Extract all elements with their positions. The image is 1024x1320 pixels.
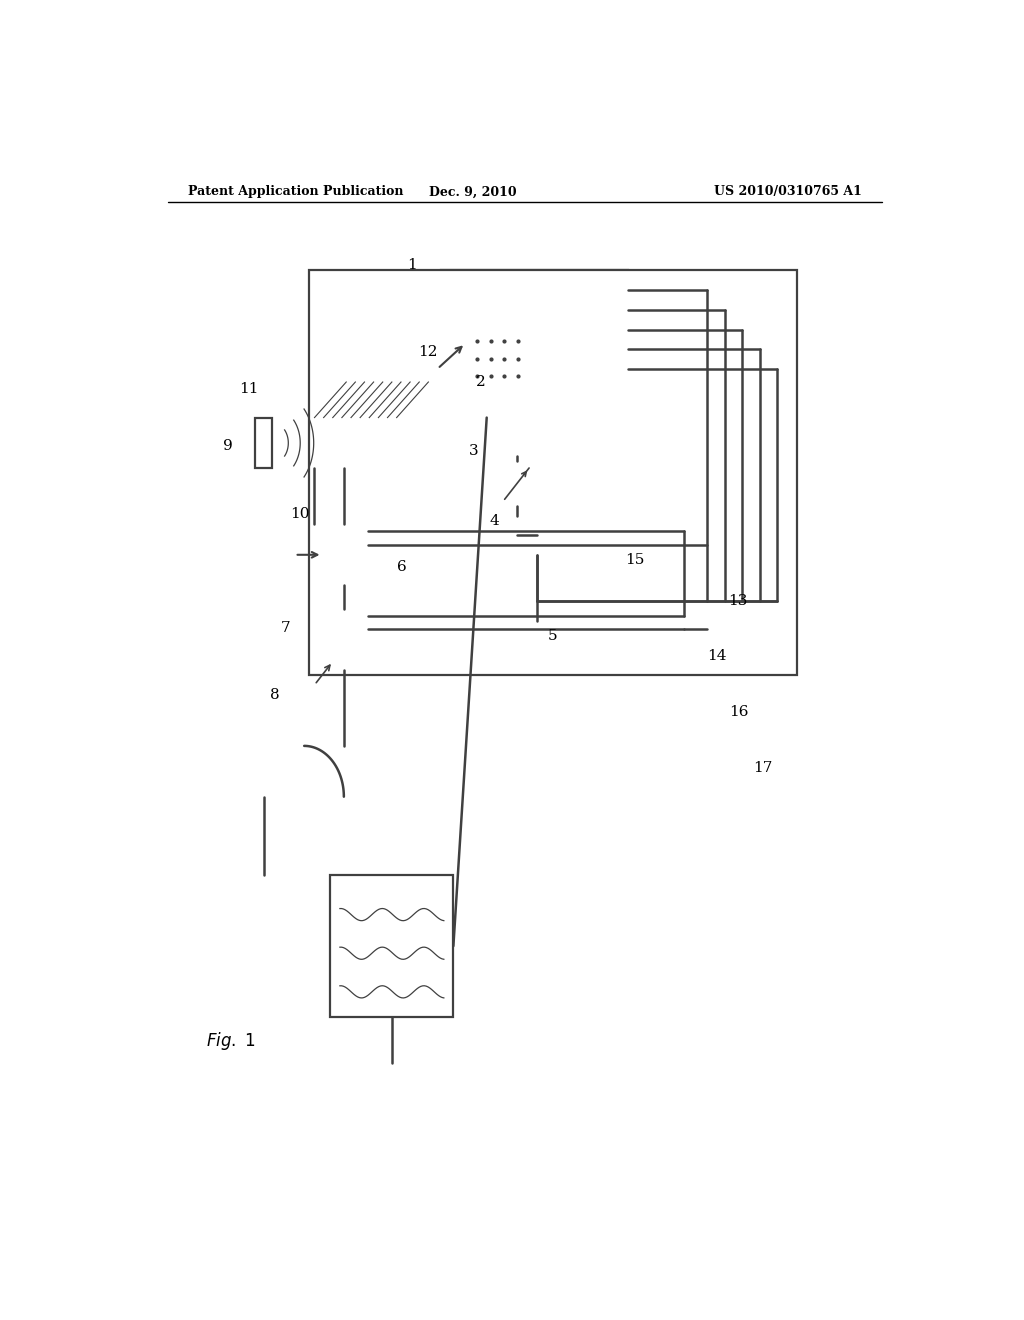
Bar: [474, 312, 531, 325]
Text: Dec. 9, 2010: Dec. 9, 2010: [429, 185, 517, 198]
Text: 12: 12: [418, 345, 437, 359]
Bar: [441, 271, 628, 403]
Text: 8: 8: [270, 688, 280, 702]
Text: 11: 11: [239, 381, 258, 396]
Bar: [321, 609, 368, 669]
Polygon shape: [499, 392, 538, 442]
Bar: [331, 875, 454, 1018]
Text: 2: 2: [475, 375, 485, 389]
Polygon shape: [327, 609, 361, 639]
Text: 15: 15: [625, 553, 644, 566]
Circle shape: [486, 379, 547, 457]
Circle shape: [500, 461, 535, 506]
Polygon shape: [327, 554, 361, 585]
Text: $\it{Fig.}$ $\it{1}$: $\it{Fig.}$ $\it{1}$: [206, 1030, 255, 1052]
Bar: [321, 524, 368, 585]
Text: 16: 16: [729, 705, 749, 719]
Text: 4: 4: [489, 515, 500, 528]
Text: 14: 14: [708, 649, 727, 664]
Text: 3: 3: [468, 444, 478, 458]
Text: 10: 10: [290, 507, 309, 521]
Text: 7: 7: [281, 620, 290, 635]
Bar: [309, 271, 797, 675]
Bar: [513, 516, 560, 554]
Text: 13: 13: [728, 594, 748, 607]
Text: 17: 17: [754, 762, 772, 775]
Text: 6: 6: [397, 560, 407, 574]
Text: US 2010/0310765 A1: US 2010/0310765 A1: [714, 185, 862, 198]
Text: 5: 5: [548, 630, 557, 643]
Bar: [469, 302, 537, 384]
Bar: [314, 417, 406, 469]
Text: 1: 1: [408, 259, 417, 272]
Text: Patent Application Publication: Patent Application Publication: [187, 185, 403, 198]
Polygon shape: [327, 524, 361, 554]
Polygon shape: [314, 381, 437, 417]
Text: 9: 9: [223, 440, 232, 453]
Bar: [255, 417, 272, 469]
Polygon shape: [327, 639, 361, 669]
